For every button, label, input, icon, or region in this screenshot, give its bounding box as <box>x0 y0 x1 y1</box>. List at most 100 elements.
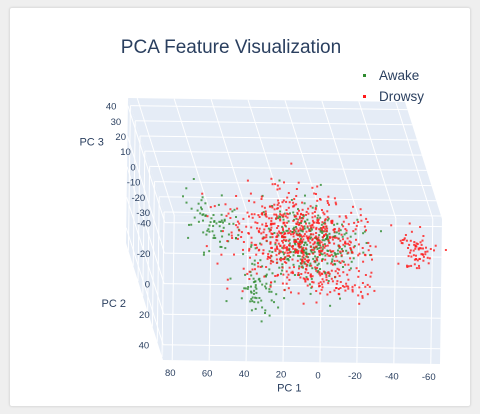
point-drowsy <box>260 198 263 200</box>
chart-frame: -60 -40 -20 0 20 40 60 80 -40 -20 0 20 40 -30 -20 -10 0 1… <box>9 7 471 407</box>
point-drowsy <box>270 220 273 222</box>
point-awake <box>251 296 254 299</box>
point-awake <box>275 293 278 296</box>
point-drowsy <box>415 254 417 257</box>
point-drowsy <box>360 219 363 222</box>
gridline-z <box>140 135 418 141</box>
point-drowsy <box>335 255 338 258</box>
point-awake <box>281 269 284 272</box>
point-drowsy <box>273 213 276 216</box>
gridline-z <box>137 135 141 281</box>
point-awake <box>268 250 271 253</box>
point-awake <box>261 283 264 286</box>
point-drowsy <box>320 288 323 291</box>
point-awake <box>202 253 205 256</box>
point-drowsy <box>281 227 284 230</box>
point-awake <box>264 309 267 312</box>
point-drowsy <box>323 252 326 255</box>
point-drowsy <box>275 238 278 241</box>
point-awake <box>252 277 255 280</box>
point-awake <box>271 272 274 275</box>
point-drowsy <box>322 243 325 246</box>
point-drowsy <box>338 268 341 271</box>
point-drowsy <box>303 278 306 281</box>
point-awake <box>293 226 296 229</box>
chart-title: PCA Feature Visualization <box>121 37 341 58</box>
point-awake <box>319 244 322 247</box>
point-drowsy <box>358 302 361 305</box>
point-drowsy <box>242 241 245 243</box>
point-awake <box>310 228 313 231</box>
point-drowsy <box>288 244 291 247</box>
point-drowsy <box>301 213 304 216</box>
point-drowsy <box>369 275 372 278</box>
point-drowsy <box>262 231 265 234</box>
point-awake <box>264 285 267 288</box>
point-drowsy <box>274 275 277 277</box>
point-awake <box>196 209 199 212</box>
3d-scene[interactable]: -60 -40 -20 0 20 40 60 80 -40 -20 0 20 40 -30 -20 -10 0 1… <box>79 97 447 395</box>
point-drowsy <box>282 245 285 248</box>
point-drowsy <box>221 230 224 233</box>
point-awake <box>254 280 256 283</box>
point-awake <box>303 262 306 265</box>
point-awake <box>314 268 317 270</box>
point-awake <box>306 218 309 221</box>
point-drowsy <box>354 228 357 231</box>
point-drowsy <box>409 251 412 254</box>
point-drowsy <box>292 247 295 250</box>
point-drowsy <box>277 242 280 245</box>
point-drowsy <box>416 243 419 245</box>
point-awake <box>265 287 268 290</box>
point-drowsy <box>257 265 260 268</box>
point-awake <box>356 218 359 221</box>
point-awake <box>326 262 329 265</box>
point-drowsy <box>305 268 308 271</box>
point-drowsy <box>348 244 351 246</box>
point-drowsy <box>258 227 261 230</box>
point-drowsy <box>226 287 229 290</box>
point-drowsy <box>264 210 267 213</box>
point-awake <box>306 263 309 266</box>
point-drowsy <box>320 241 323 244</box>
point-drowsy <box>313 192 316 195</box>
point-awake <box>228 222 231 225</box>
point-awake <box>339 252 342 255</box>
point-awake <box>232 222 235 225</box>
point-awake <box>303 220 306 223</box>
point-awake <box>235 216 237 218</box>
point-awake <box>362 251 365 254</box>
point-drowsy <box>287 232 290 235</box>
point-drowsy <box>286 252 289 255</box>
point-drowsy <box>339 281 342 283</box>
point-drowsy <box>294 251 297 254</box>
point-drowsy <box>319 281 322 284</box>
point-drowsy <box>315 193 317 195</box>
point-drowsy <box>321 209 323 211</box>
point-drowsy <box>242 217 245 220</box>
point-awake <box>305 276 308 279</box>
point-drowsy <box>250 241 253 244</box>
point-drowsy <box>285 270 288 273</box>
point-drowsy <box>335 287 338 289</box>
point-drowsy <box>345 229 348 232</box>
point-awake <box>322 222 325 225</box>
point-drowsy <box>282 213 285 216</box>
x-tick-label: 20 <box>276 370 287 381</box>
point-drowsy <box>330 220 333 223</box>
point-awake <box>319 251 322 254</box>
point-awake <box>268 314 271 317</box>
point-drowsy <box>275 254 278 257</box>
point-drowsy <box>276 184 279 187</box>
gridline-z <box>154 181 432 187</box>
pca-3d-scatter-plot[interactable]: -60 -40 -20 0 20 40 60 80 -40 -20 0 20 40 -30 -20 -10 0 1… <box>10 8 470 406</box>
point-awake <box>297 254 299 257</box>
point-drowsy <box>361 247 364 249</box>
point-drowsy <box>313 246 316 249</box>
point-drowsy <box>330 221 333 224</box>
point-awake <box>287 257 290 260</box>
point-drowsy <box>282 236 285 239</box>
point-drowsy <box>277 199 280 202</box>
point-awake <box>337 249 339 252</box>
point-drowsy <box>296 252 299 255</box>
